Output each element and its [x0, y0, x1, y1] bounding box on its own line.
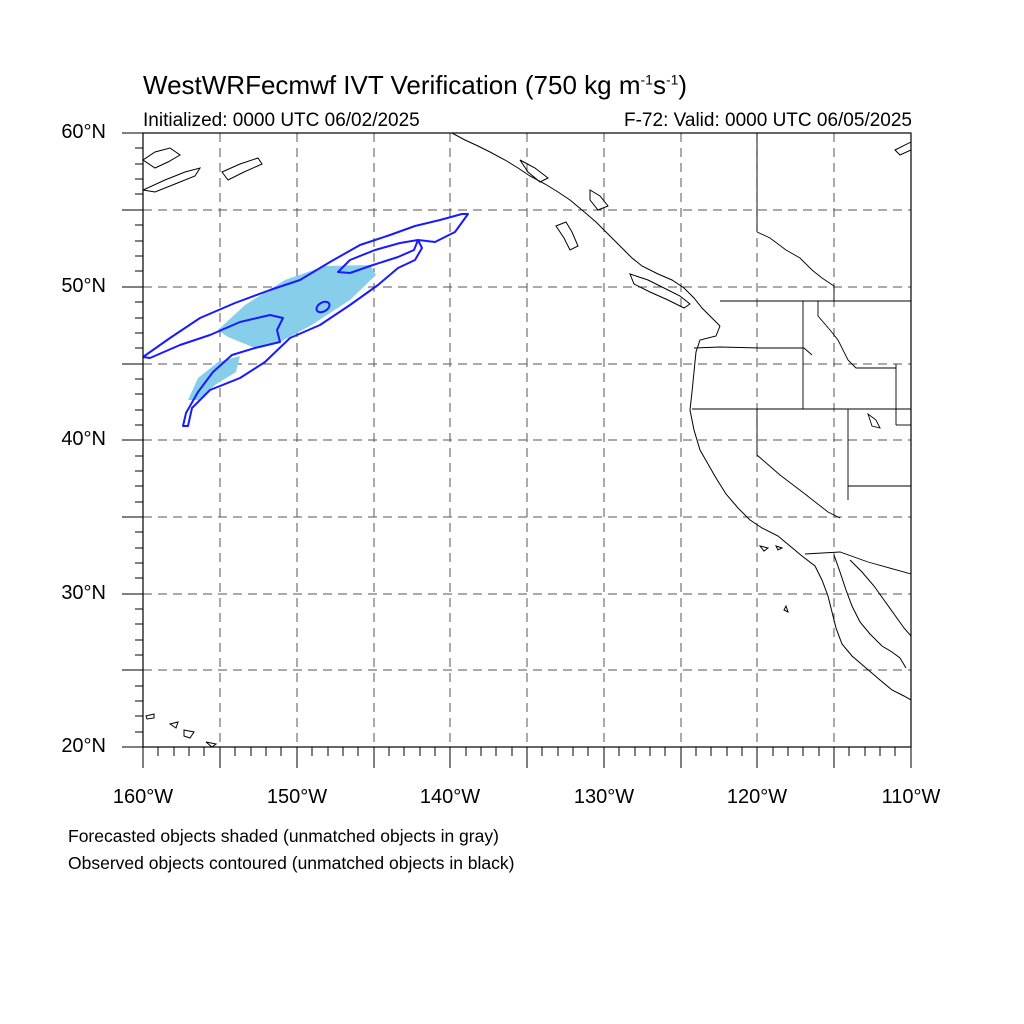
chart-title: WestWRFecmwf IVT Verification (750 kg m-…: [143, 70, 688, 100]
lat-label-40n: 40°N: [61, 428, 106, 450]
coastlines: [143, 133, 911, 747]
grid-lines: [143, 133, 911, 747]
lon-label-140w: 140°W: [419, 786, 481, 808]
observed-ivt-contours: [143, 213, 469, 427]
valid-time-label: F-72: Valid: 0000 UTC 06/05/2025: [624, 110, 912, 131]
legend-note-observed: Observed objects contoured (unmatched ob…: [68, 853, 515, 873]
tick-marks: [122, 132, 912, 768]
init-time-label: Initialized: 0000 UTC 06/02/2025: [143, 110, 420, 131]
legend-note-forecast: Forecasted objects shaded (unmatched obj…: [68, 826, 499, 846]
lat-label-60n: 60°N: [61, 121, 106, 143]
lon-label-110w: 110°W: [881, 786, 941, 808]
lon-label-120w: 120°W: [726, 786, 788, 808]
lon-label-150w: 150°W: [266, 786, 328, 808]
lat-label-20n: 20°N: [61, 735, 106, 757]
lon-label-160w: 160°W: [112, 786, 174, 808]
lon-label-130w: 130°W: [573, 786, 635, 808]
lat-label-50n: 50°N: [61, 275, 106, 297]
political-borders: [692, 133, 911, 575]
lat-label-30n: 30°N: [61, 582, 106, 604]
